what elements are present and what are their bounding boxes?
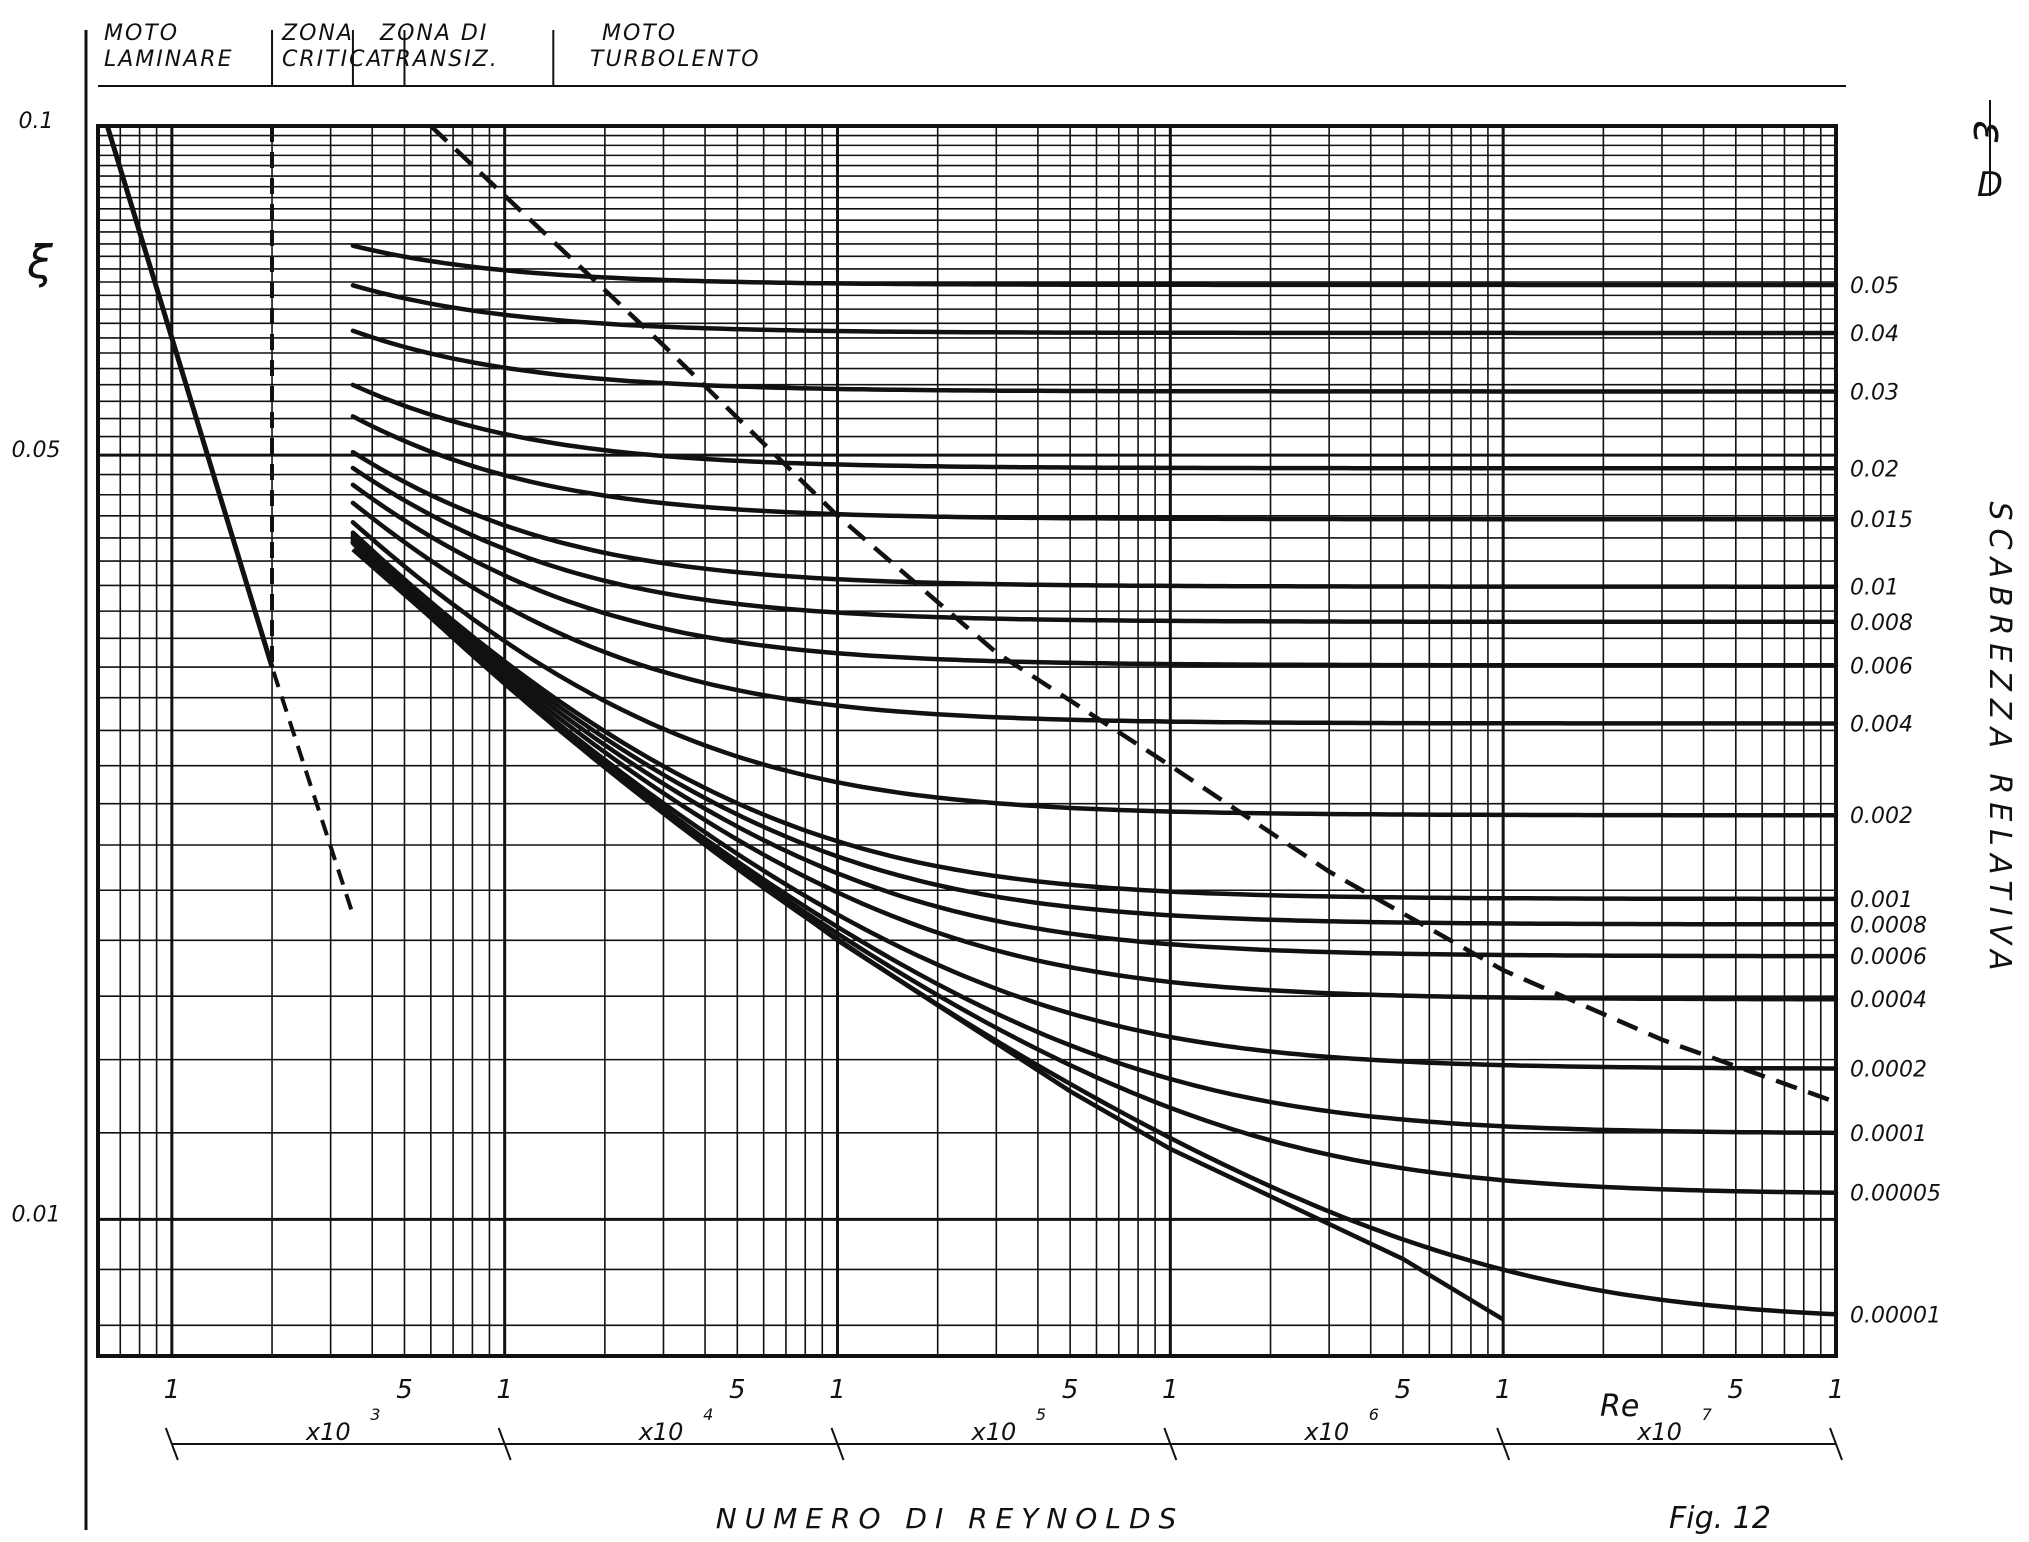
decade-exponent: 7 xyxy=(1702,1405,1713,1424)
decade-tick xyxy=(1496,1427,1511,1461)
roughness-label: 0.0001 xyxy=(1850,1122,1927,1147)
roughness-curve xyxy=(350,382,1839,471)
x-axis-title: NUMERO DI REYNOLDS xyxy=(716,1502,1185,1535)
x-tick-label: 1 xyxy=(496,1375,513,1405)
plot-border xyxy=(96,124,1838,1358)
decade-tick xyxy=(164,1427,179,1461)
y-tick-label: 0.1 xyxy=(19,109,54,134)
roughness-label: 0.00005 xyxy=(1850,1182,1941,1207)
smooth-pipe-curve xyxy=(351,547,1505,1322)
decade-multiplier: x10 xyxy=(638,1418,684,1446)
roughness-curve xyxy=(350,482,1839,668)
x-tick-label: 1 xyxy=(1828,1375,1845,1405)
roughness-curve xyxy=(350,520,1839,818)
roughness-curve xyxy=(350,536,1839,1002)
roughness-curve xyxy=(350,449,1839,589)
x-tick-label: 5 xyxy=(1062,1375,1079,1405)
regime-label: CRITICA xyxy=(282,47,383,72)
diameter-symbol: D xyxy=(1977,165,2003,205)
laminar-line xyxy=(104,125,275,668)
roughness-curve xyxy=(350,539,1839,1136)
decade-exponent: 5 xyxy=(1036,1405,1046,1424)
re-label: Re xyxy=(1600,1389,1639,1424)
roughness-curve xyxy=(350,540,1839,1317)
decade-multiplier: x10 xyxy=(305,1418,351,1446)
roughness-label: 0.001 xyxy=(1850,888,1913,913)
regime-label: TRANSIZ. xyxy=(380,47,499,72)
boundary-lines xyxy=(270,124,1837,1105)
regime-label: TURBOLENTO xyxy=(590,47,761,72)
roughness-label: 0.0008 xyxy=(1850,913,1927,938)
decade-multiplier: x10 xyxy=(971,1418,1017,1446)
decade-tick xyxy=(497,1427,512,1461)
figure-label: Fig. 12 xyxy=(1669,1501,1771,1536)
x-tick-label: 1 xyxy=(1495,1375,1512,1405)
roughness-curve xyxy=(350,283,1839,336)
labels: 0.050.040.030.020.0150.010.0080.0060.004… xyxy=(12,21,2017,1536)
y-tick-label: 0.05 xyxy=(12,438,61,463)
roughness-label: 0.0002 xyxy=(1850,1057,1927,1082)
x-tick-label: 5 xyxy=(396,1375,413,1405)
roughness-label: 0.004 xyxy=(1850,712,1913,737)
decade-multiplier: x10 xyxy=(1303,1418,1349,1446)
decade-tick xyxy=(830,1427,845,1461)
roughness-label: 0.002 xyxy=(1850,804,1913,829)
roughness-curve xyxy=(350,414,1839,522)
y-axis-symbol: ξ xyxy=(26,235,53,289)
roughness-label: 0.04 xyxy=(1850,322,1899,347)
roughness-label: 0.008 xyxy=(1850,611,1913,636)
regime-label: ZONA DI xyxy=(379,21,488,46)
roughness-curve xyxy=(350,530,1839,902)
critical-zone-dashed xyxy=(270,126,355,916)
decade-exponent: 4 xyxy=(703,1405,713,1424)
decade-exponent: 3 xyxy=(370,1405,380,1424)
decade-multiplier: x10 xyxy=(1636,1418,1682,1446)
roughness-curve xyxy=(350,532,1839,927)
regime-label: MOTO xyxy=(602,21,677,46)
decade-tick xyxy=(1829,1427,1843,1461)
regime-label: MOTO xyxy=(104,21,179,46)
roughness-label: 0.01 xyxy=(1850,576,1899,601)
x-tick-label: 1 xyxy=(164,1375,181,1405)
grid xyxy=(97,124,1838,1356)
regime-label: LAMINARE xyxy=(104,47,233,72)
decade-tick xyxy=(1163,1427,1178,1461)
roughness-label: 0.015 xyxy=(1850,508,1913,533)
roughness-curve xyxy=(350,328,1839,394)
x-tick-label: 5 xyxy=(1728,1375,1745,1405)
decade-exponent: 6 xyxy=(1369,1405,1379,1424)
epsilon-symbol: ε xyxy=(1963,120,2014,144)
roughness-curve xyxy=(350,534,1839,959)
roughness-label: 0.00001 xyxy=(1850,1303,1941,1328)
y-tick-label: 0.01 xyxy=(12,1202,61,1227)
x-tick-label: 1 xyxy=(1162,1375,1179,1405)
plot-frame xyxy=(84,30,1991,1530)
roughness-curve xyxy=(350,500,1839,726)
roughness-label: 0.006 xyxy=(1850,654,1913,679)
x-tick-label: 5 xyxy=(729,1375,746,1405)
right-axis-title: SCABREZZA RELATIVA xyxy=(1982,501,2017,978)
roughness-label: 0.0004 xyxy=(1850,988,1927,1013)
roughness-label: 0.05 xyxy=(1850,274,1899,299)
regime-label: ZONA xyxy=(281,21,354,46)
roughness-label: 0.0006 xyxy=(1850,945,1927,970)
friction-curves xyxy=(104,125,1839,1322)
x-tick-label: 1 xyxy=(829,1375,846,1405)
x-tick-label: 5 xyxy=(1395,1375,1412,1405)
roughness-curve xyxy=(350,465,1839,625)
roughness-label: 0.03 xyxy=(1850,380,1899,405)
roughness-curve xyxy=(350,243,1839,288)
roughness-label: 0.02 xyxy=(1850,457,1899,482)
